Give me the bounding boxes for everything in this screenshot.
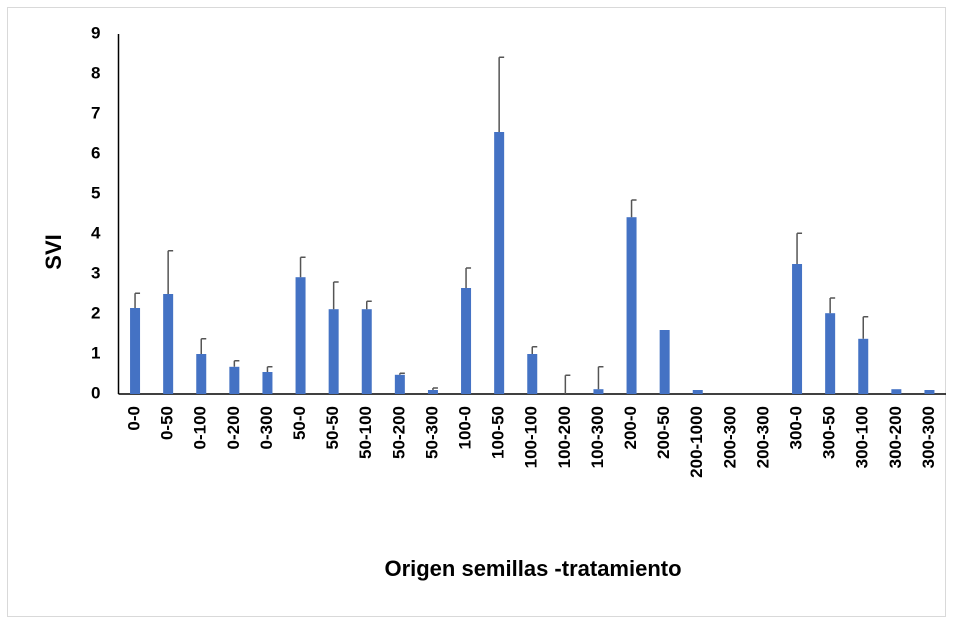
bar (891, 389, 902, 394)
error-bar (399, 372, 405, 375)
x-tick-label: 0-200 (224, 406, 243, 449)
error-bar (498, 56, 505, 132)
y-tick-label: 2 (91, 303, 100, 322)
error-bar (862, 316, 869, 339)
error-bar (266, 366, 273, 372)
y-tick-label: 0 (91, 383, 100, 402)
bar (394, 374, 405, 394)
error-bar (597, 366, 604, 390)
x-tick-label: 200-0 (621, 406, 640, 449)
y-tick-label: 1 (91, 343, 100, 362)
x-tick-label: 200-300 (753, 406, 772, 468)
x-tick-label: 200-300 (720, 406, 739, 468)
x-tick-label: 200-50 (654, 406, 673, 459)
bar (130, 308, 141, 394)
x-tick-label: 0-0 (125, 406, 144, 431)
x-tick-label: 50-100 (356, 406, 375, 459)
x-tick-label: 300-0 (787, 406, 806, 449)
x-tick-label: 100-0 (456, 406, 475, 449)
x-tick-label: 0-50 (158, 406, 177, 440)
x-tick-label: 100-50 (489, 406, 508, 459)
error-bar (564, 374, 571, 394)
x-tick-label: 100-100 (522, 406, 541, 468)
x-tick-label: 300-100 (853, 406, 872, 468)
bar (692, 390, 703, 394)
bar (924, 390, 935, 394)
error-bar (332, 281, 339, 310)
bar (262, 372, 273, 394)
y-tick-label: 8 (91, 63, 100, 82)
error-bar (134, 292, 141, 308)
error-bar (233, 360, 240, 367)
bar (825, 313, 836, 394)
bar (229, 366, 240, 394)
x-tick-label: 300-50 (820, 406, 839, 459)
y-tick-label: 9 (91, 23, 100, 42)
bar (196, 354, 207, 394)
error-bar (299, 256, 306, 278)
error-bar (630, 199, 637, 218)
error-bar (531, 346, 538, 354)
y-tick-label: 3 (91, 263, 100, 282)
bar (593, 389, 604, 394)
y-axis-title: SVI (41, 234, 66, 269)
y-tick-label: 5 (91, 183, 100, 202)
x-tick-label: 0-100 (191, 406, 210, 449)
bar (494, 132, 505, 394)
error-bar (796, 232, 803, 264)
bar (427, 390, 438, 394)
bar (328, 309, 339, 394)
x-tick-label: 300-200 (886, 406, 905, 468)
error-bar (366, 300, 372, 310)
bar (163, 294, 174, 394)
bar (461, 288, 472, 394)
bar (858, 338, 869, 394)
x-tick-label: 0-300 (257, 406, 276, 449)
y-tick-label: 4 (91, 223, 101, 242)
y-tick-label: 6 (91, 143, 100, 162)
error-bar (200, 338, 207, 354)
bar (361, 309, 372, 394)
x-axis-title: Origen semillas -tratamiento (384, 556, 681, 581)
y-tick-label: 7 (91, 103, 100, 122)
x-tick-label: 100-200 (555, 406, 574, 468)
bar (295, 277, 306, 394)
x-tick-label: 50-50 (323, 406, 342, 449)
x-tick-label: 100-300 (588, 406, 607, 468)
error-bar (167, 250, 174, 294)
error-bar (829, 297, 836, 314)
x-tick-label: 50-0 (290, 406, 309, 440)
x-tick-label: 200-1000 (687, 406, 706, 478)
bar (659, 330, 670, 394)
x-tick-label: 300-300 (919, 406, 938, 468)
error-bar (432, 387, 438, 390)
frame (7, 7, 946, 617)
bar (792, 264, 803, 394)
bar (527, 354, 538, 394)
x-tick-label: 50-300 (422, 406, 441, 459)
x-tick-label: 50-200 (389, 406, 408, 459)
bar (626, 217, 637, 394)
error-bar (465, 267, 472, 288)
